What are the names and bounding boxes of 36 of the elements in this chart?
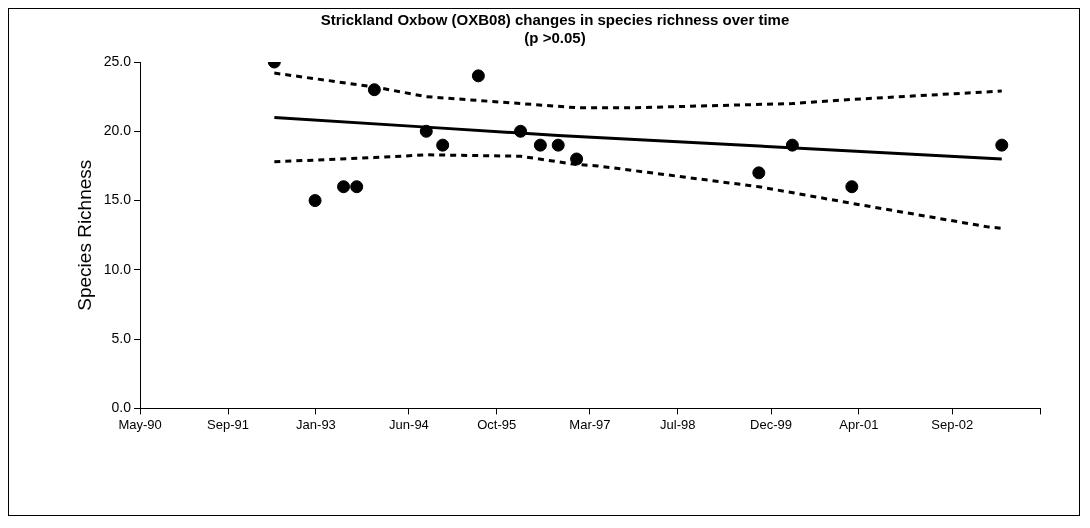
x-tick-label: Sep-02 — [931, 416, 974, 432]
x-tick-label: Oct-95 — [477, 416, 517, 432]
chart-subtitle: (p >0.05) — [524, 29, 586, 47]
point — [367, 83, 381, 97]
x-tick-label: Dec-99 — [750, 416, 793, 432]
y-tick-label: 0.0 — [111, 399, 132, 416]
x-tick-label: Apr-01 — [839, 416, 879, 432]
point — [752, 166, 766, 180]
point — [533, 138, 547, 152]
point — [350, 180, 364, 194]
point — [995, 138, 1009, 152]
point — [785, 138, 799, 152]
y-tick-label: 25.0 — [103, 52, 132, 69]
y-axis-title: Species Richness — [73, 159, 95, 311]
line-series — [272, 71, 1004, 110]
x-tick-label: Jul-98 — [660, 416, 696, 432]
point — [551, 138, 565, 152]
x-tick-label: Sep-91 — [207, 416, 249, 432]
point — [337, 180, 351, 194]
x-tick-label: May-90 — [118, 416, 162, 432]
y-tick-label: 10.0 — [103, 260, 132, 277]
x-tick-label: Jan-93 — [296, 416, 336, 432]
point — [436, 138, 450, 152]
point — [845, 180, 859, 194]
line-series — [272, 153, 1004, 230]
y-tick-label: 15.0 — [103, 191, 132, 208]
point — [570, 152, 584, 166]
point — [471, 69, 485, 83]
point — [514, 124, 528, 138]
point — [419, 124, 433, 138]
y-tick-label: 5.0 — [111, 329, 132, 346]
x-tick-label: Mar-97 — [569, 416, 611, 432]
chart-title: Strickland Oxbow (OXB08) changes in species richness over time — [320, 11, 790, 29]
point — [308, 194, 322, 208]
y-tick-label: 20.0 — [103, 122, 132, 139]
x-tick-label: Jun-94 — [389, 416, 429, 432]
